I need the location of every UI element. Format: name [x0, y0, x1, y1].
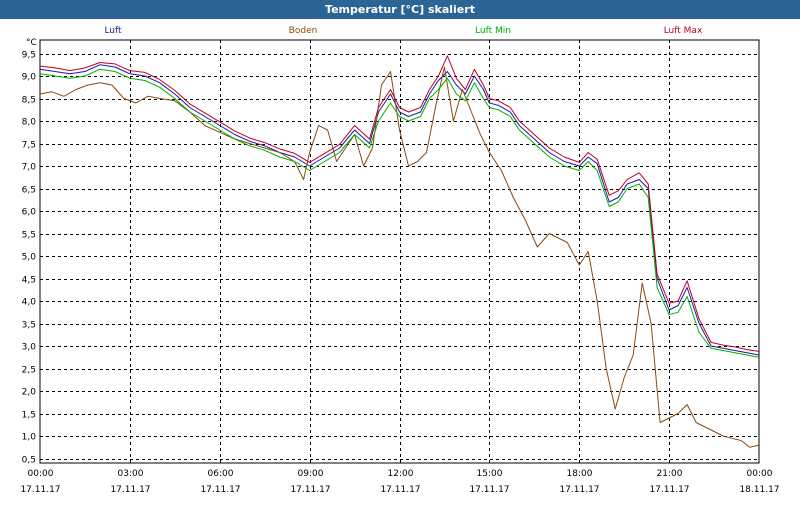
- legend-entry-luft: Luft: [104, 26, 122, 36]
- x-tick-date: 17.11.17: [649, 485, 689, 495]
- series-line-boden: [39, 66, 760, 448]
- plot-frame: [39, 39, 760, 464]
- y-tick-label: 3,5: [22, 321, 36, 331]
- chart-title: Temperatur [°C] skaliert: [325, 3, 475, 16]
- x-tick-time: 00:00: [28, 469, 54, 479]
- y-tick-label: 5,0: [22, 253, 37, 263]
- x-tick-time: 15:00: [477, 469, 503, 479]
- x-tick-date: 17.11.17: [559, 485, 599, 495]
- y-tick-label: 7,5: [22, 141, 36, 151]
- series-line-luft-max: [39, 55, 760, 352]
- legend-layer: Luft Boden Luft Min Luft Max: [104, 26, 703, 36]
- chart-title-bar: Temperatur [°C] skaliert: [0, 0, 800, 19]
- y-tick-label: 5,5: [22, 231, 36, 241]
- y-tick-label: 8,5: [22, 96, 36, 106]
- y-tick-label: 0,5: [22, 456, 36, 466]
- y-tick-label: 1,5: [22, 411, 36, 421]
- x-tick-time: 21:00: [657, 469, 683, 479]
- temperature-chart: 0,5 1,0 1,5 2,0 2,5 3,0 3,5 4,0 4,5 5,0 5,5 6,0 6,5 7…: [20, 26, 779, 495]
- legend-entry-boden: Boden: [289, 26, 318, 36]
- x-tick-time: 12:00: [388, 469, 414, 479]
- x-tick-time: 18:00: [567, 469, 593, 479]
- y-tick-label: 7,0: [22, 163, 37, 173]
- x-tick-time: 03:00: [118, 469, 144, 479]
- series-layer: [39, 55, 760, 448]
- y-tick-label: 8,0: [22, 118, 37, 128]
- x-tick-time: 09:00: [298, 469, 324, 479]
- y-tick-label: 3,0: [22, 343, 37, 353]
- x-tick-date: 17.11.17: [290, 485, 330, 495]
- x-tick-date: 17.11.17: [110, 485, 150, 495]
- series-line-luft-min: [39, 68, 760, 358]
- y-tick-label: 2,5: [22, 366, 36, 376]
- x-tick-time: 06:00: [208, 469, 234, 479]
- y-tick-label: 6,0: [22, 208, 37, 218]
- x-tick-date: 17.11.17: [20, 485, 60, 495]
- y-tick-label: 2,0: [22, 388, 37, 398]
- x-tick-date: 17.11.17: [380, 485, 420, 495]
- x-tick-date: 18.11.17: [739, 485, 779, 495]
- x-tick-time: 00:00: [747, 469, 773, 479]
- axis-layer: 0,5 1,0 1,5 2,0 2,5 3,0 3,5 4,0 4,5 5,0 5,5 6,0 6,5 7…: [20, 38, 779, 495]
- legend-entry-luft-min: Luft Min: [475, 26, 511, 36]
- y-tick-label: 9,0: [22, 73, 37, 83]
- y-tick-label: 1,0: [22, 433, 37, 443]
- y-tick-label: 4,0: [22, 298, 37, 308]
- y-axis-label: °C: [26, 38, 37, 48]
- grid-layer: [39, 39, 760, 464]
- y-tick-label: 9,5: [22, 51, 36, 61]
- x-tick-date: 17.11.17: [469, 485, 509, 495]
- legend-entry-luft-max: Luft Max: [664, 26, 703, 36]
- x-tick-date: 17.11.17: [200, 485, 240, 495]
- chart-area: 0,5 1,0 1,5 2,0 2,5 3,0 3,5 4,0 4,5 5,0 5,5 6,0 6,5 7…: [0, 19, 800, 500]
- y-tick-label: 4,5: [22, 276, 36, 286]
- y-tick-label: 6,5: [22, 186, 36, 196]
